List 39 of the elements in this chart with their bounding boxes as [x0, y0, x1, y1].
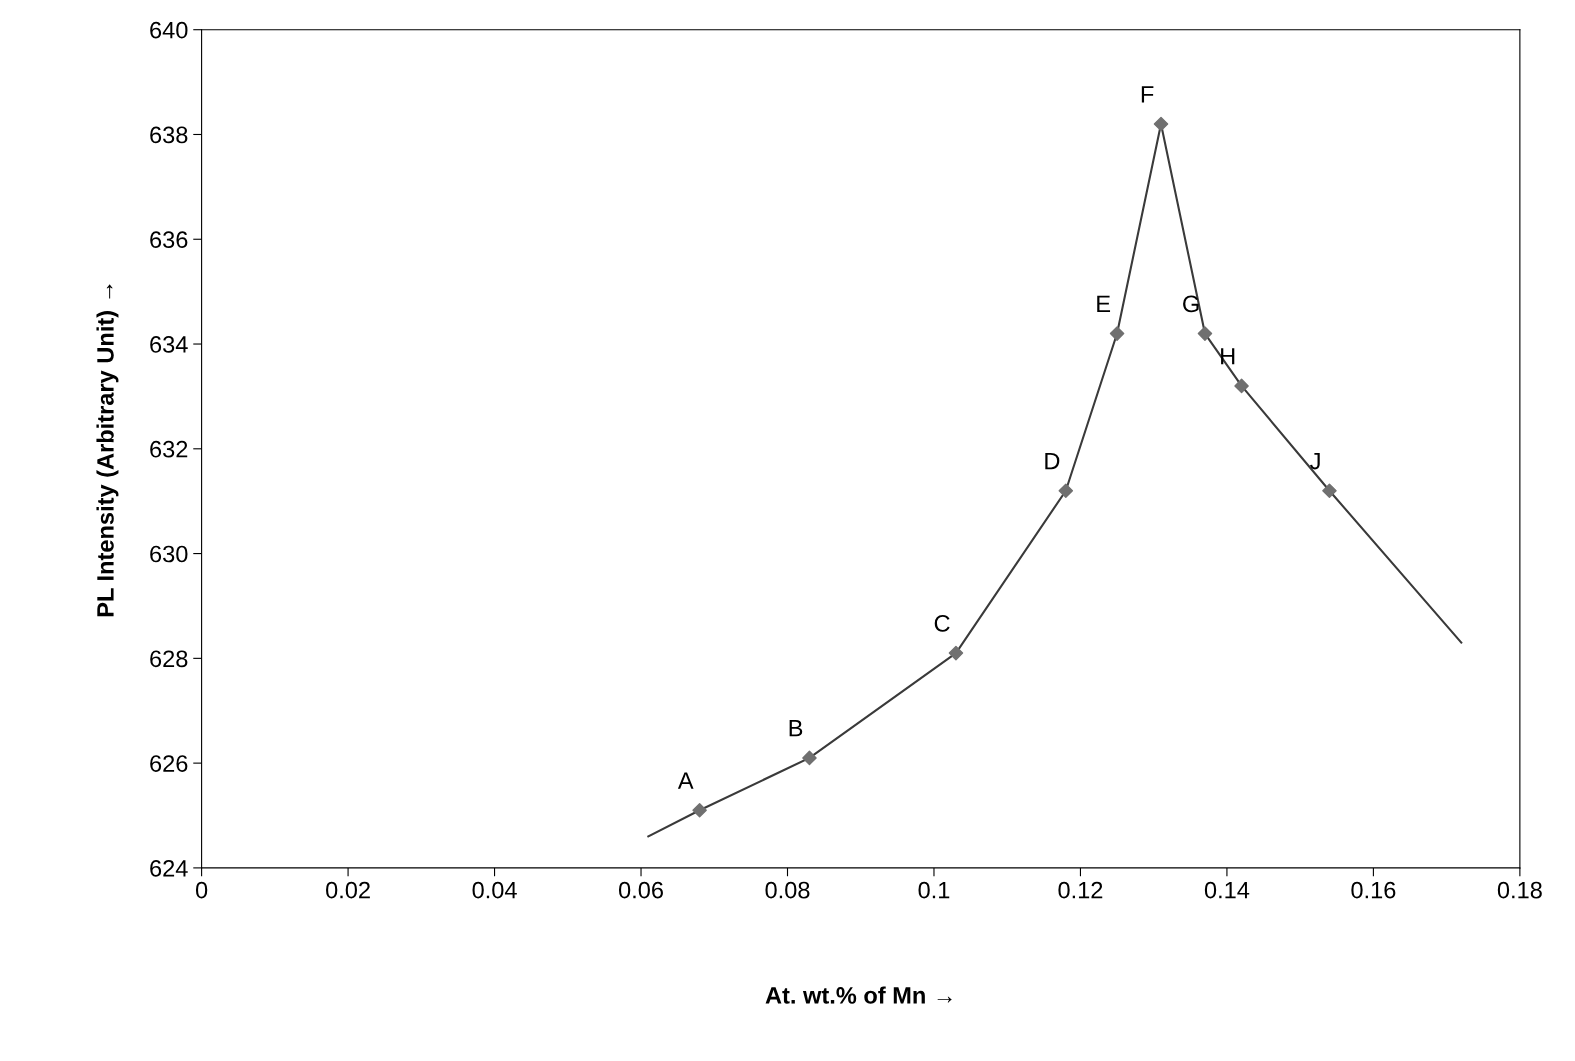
x-tick-label: 0.04 — [472, 881, 517, 899]
point — [802, 750, 817, 766]
y-axis-title: PL Intensity (Arbitrary Unit) → — [96, 284, 119, 617]
x-tick-label: 0.1 — [918, 881, 950, 899]
y-tick-label: 640 — [150, 21, 188, 39]
annotation: D — [1045, 452, 1060, 470]
y-tick-label: 632 — [150, 440, 188, 458]
x-tick-label: 0.06 — [618, 881, 663, 899]
point — [948, 645, 964, 661]
x-tick-label: 0.16 — [1351, 881, 1396, 899]
point — [692, 802, 707, 818]
x-tick-label: 0.12 — [1058, 881, 1103, 899]
annotation: J — [1310, 452, 1320, 470]
x-axis-title: At. wt.% of Mn → — [765, 986, 952, 1004]
annotation: E — [1097, 295, 1111, 312]
y-tick-label: 624 — [150, 859, 188, 877]
point — [1109, 326, 1125, 341]
y-tick-label: 628 — [150, 650, 188, 668]
point — [1058, 483, 1074, 498]
y-tick-label: 626 — [150, 755, 188, 772]
x-tick-label: 0 — [195, 881, 208, 899]
point — [1197, 326, 1213, 341]
y-tick-label: 630 — [150, 545, 188, 563]
x-tick-label: 0.02 — [326, 881, 370, 899]
annotation: G — [1183, 295, 1199, 313]
point — [1322, 483, 1337, 498]
y-tick-label: 634 — [150, 336, 188, 353]
annotation: B — [789, 720, 803, 737]
annotation: A — [677, 772, 694, 789]
annotation: C — [934, 615, 950, 632]
point — [1234, 378, 1249, 394]
annotation: F — [1141, 86, 1154, 103]
y-tick-label: 636 — [150, 231, 188, 249]
x-tick-label: 0.08 — [765, 881, 810, 899]
x-tick-label: 0.18 — [1497, 881, 1542, 899]
annotation: H — [1221, 348, 1235, 365]
point — [1153, 116, 1169, 132]
y-tick-label: 638 — [150, 126, 188, 144]
x-tick-label: 0.14 — [1204, 881, 1250, 899]
